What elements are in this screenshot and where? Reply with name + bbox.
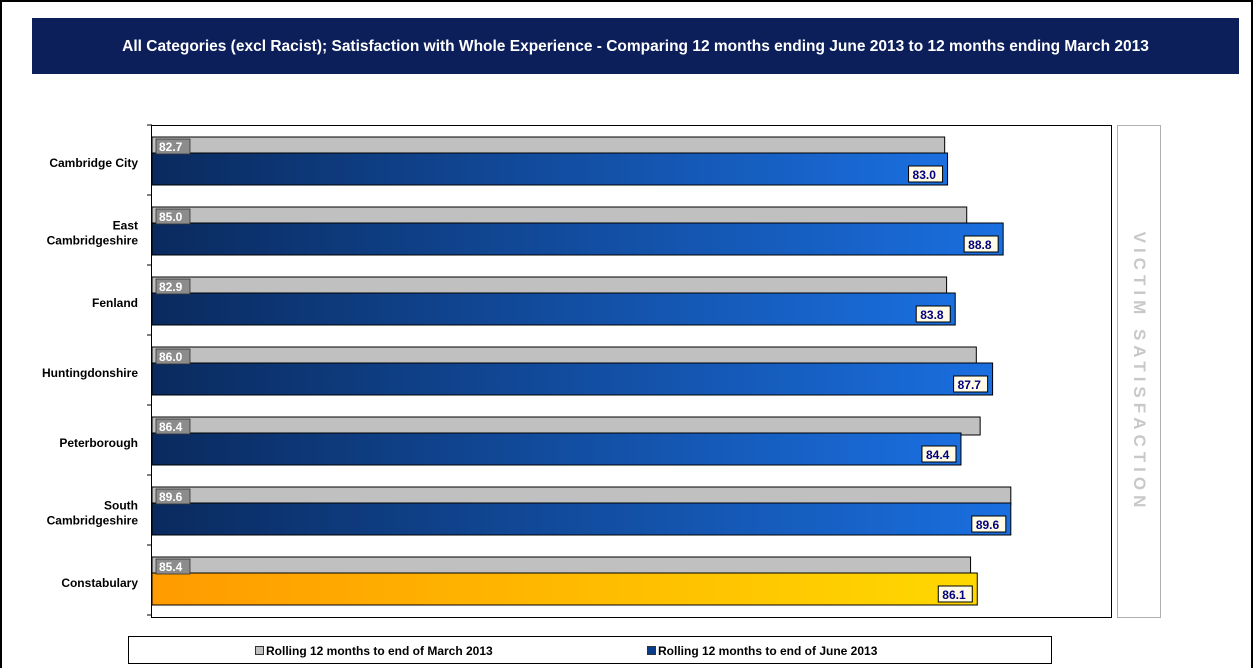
svg-text:82.7: 82.7 — [159, 140, 183, 154]
bar-march-constabulary — [151, 556, 972, 576]
svg-text:89.6: 89.6 — [159, 490, 183, 504]
bar-march-east-cambridgeshire — [151, 206, 968, 226]
svg-text:85.0: 85.0 — [159, 210, 183, 224]
bar-march-cambridge-city — [151, 136, 946, 156]
svg-text:89.6: 89.6 — [976, 518, 1000, 532]
category-label-huntingdonshire: Huntingdonshire — [42, 366, 138, 380]
svg-text:83.0: 83.0 — [913, 168, 937, 182]
data-label-june-constabulary: 86.1 — [937, 585, 973, 603]
category-label-peterborough: Peterborough — [59, 436, 138, 450]
legend-label-june: Rolling 12 months to end of June 2013 — [658, 644, 878, 658]
data-label-june-peterborough: 84.4 — [921, 445, 957, 463]
bar-march-peterborough — [151, 416, 981, 436]
svg-text:86.4: 86.4 — [159, 420, 183, 434]
category-label-south-cambridgeshire: South Cambridgeshire — [47, 499, 139, 528]
legend-swatch-june — [647, 646, 656, 655]
svg-text:86.1: 86.1 — [942, 588, 966, 602]
data-label-june-south-cambridgeshire: 89.6 — [971, 515, 1007, 533]
bar-june-constabulary — [151, 572, 978, 606]
data-label-march-south-cambridgeshire: 89.6 — [155, 488, 191, 505]
legend: Rolling 12 months to end of March 2013 R… — [128, 636, 1052, 664]
data-label-june-huntingdonshire: 87.7 — [953, 375, 989, 393]
legend-item-march: Rolling 12 months to end of March 2013 — [255, 644, 493, 658]
svg-text:84.4: 84.4 — [926, 448, 950, 462]
svg-text:83.8: 83.8 — [920, 308, 944, 322]
svg-text:85.4: 85.4 — [159, 560, 183, 574]
data-label-march-east-cambridgeshire: 85.0 — [155, 208, 191, 225]
bar-march-fenland — [151, 276, 948, 296]
svg-text:88.8: 88.8 — [968, 238, 992, 252]
bar-june-cambridge-city — [151, 152, 949, 186]
svg-text:87.7: 87.7 — [958, 378, 982, 392]
data-label-march-peterborough: 86.4 — [155, 418, 191, 435]
bar-june-fenland — [151, 292, 956, 326]
data-label-march-fenland: 82.9 — [155, 278, 191, 295]
bar-march-south-cambridgeshire — [151, 486, 1012, 506]
chart-title-bar: All Categories (excl Racist); Satisfacti… — [32, 18, 1239, 74]
category-label-east-cambridgeshire: East Cambridgeshire — [47, 219, 139, 248]
data-label-june-cambridge-city: 83.0 — [908, 165, 944, 183]
bar-march-huntingdonshire — [151, 346, 977, 366]
category-label-constabulary: Constabulary — [61, 576, 138, 590]
bar-june-east-cambridgeshire — [151, 222, 1004, 256]
legend-swatch-march — [255, 646, 264, 655]
bar-june-huntingdonshire — [151, 362, 994, 396]
side-label: VICTIM SATISFACTION — [1130, 231, 1149, 512]
legend-item-june: Rolling 12 months to end of June 2013 — [647, 644, 877, 658]
chart-title: All Categories (excl Racist); Satisfacti… — [122, 37, 1149, 55]
data-label-march-constabulary: 85.4 — [155, 558, 191, 575]
bar-june-south-cambridgeshire — [151, 502, 1012, 536]
data-label-june-fenland: 83.8 — [915, 305, 951, 323]
legend-label-march: Rolling 12 months to end of March 2013 — [266, 644, 493, 658]
side-panel: VICTIM SATISFACTION — [1117, 125, 1161, 618]
bar-june-peterborough — [151, 432, 962, 466]
data-label-march-huntingdonshire: 86.0 — [155, 348, 191, 365]
category-label-fenland: Fenland — [92, 296, 138, 310]
category-label-cambridge-city: Cambridge City — [49, 156, 138, 170]
data-label-june-east-cambridgeshire: 88.8 — [963, 235, 999, 253]
data-label-march-cambridge-city: 82.7 — [155, 138, 191, 155]
svg-text:86.0: 86.0 — [159, 350, 183, 364]
svg-text:82.9: 82.9 — [159, 280, 183, 294]
